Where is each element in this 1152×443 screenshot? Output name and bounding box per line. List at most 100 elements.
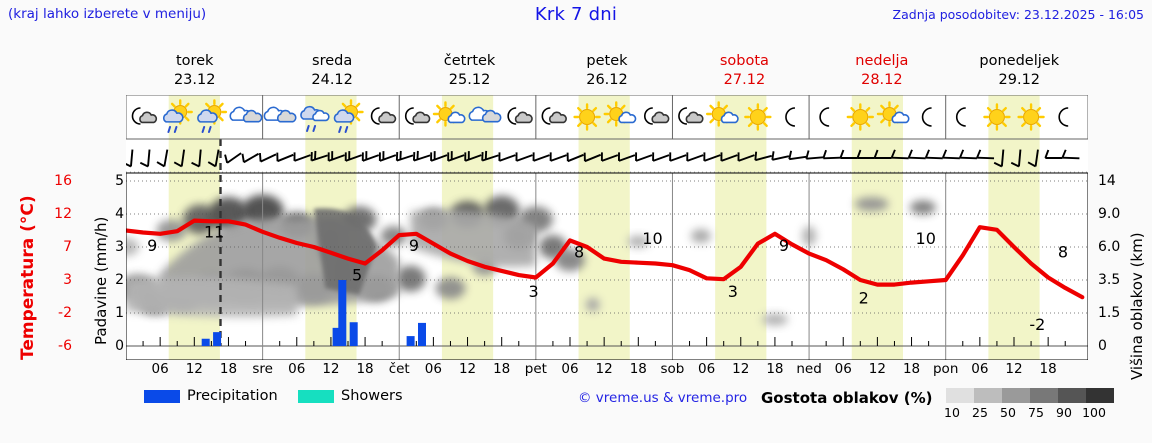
cloud-blob: [585, 297, 600, 312]
wind-barb: [481, 150, 499, 162]
daylight-band: [715, 95, 767, 360]
day-name: nedelja: [855, 53, 909, 69]
wind-barb: [464, 151, 482, 162]
tick-label: 5: [115, 173, 124, 189]
wind-barb: [873, 149, 892, 159]
temperature-label: 3: [728, 282, 738, 301]
wind-barb: [224, 152, 242, 164]
cloud-density-tick: 25: [972, 405, 988, 420]
wind-barb: [600, 152, 619, 162]
cloud-density-tick: 10: [944, 405, 960, 420]
tick-label: 9.0: [1098, 206, 1121, 222]
temperature-label: 9: [779, 236, 789, 255]
cloud-density-swatch: [974, 388, 1002, 403]
cloud-density-scale-labels: 10 25 50 75 90 100: [938, 405, 1110, 420]
cloud-rain-icon: [300, 105, 330, 132]
cloud-band: [313, 208, 377, 295]
moon-cloud-icon: [644, 107, 670, 125]
tick-label: 2: [115, 272, 124, 288]
cloud-density-tick: 100: [1082, 405, 1106, 420]
wind-barb: [276, 152, 294, 163]
wind-barb: [207, 149, 220, 168]
day-name: ponedeljek: [979, 53, 1060, 69]
cloud-blob: [761, 313, 788, 326]
wind-barb: [126, 149, 134, 168]
sun-icon: [1017, 103, 1045, 131]
moon-cloud-icon: [131, 107, 158, 125]
x-tick-ned: ned: [796, 361, 822, 377]
cloud-blob: [555, 249, 585, 272]
cloud-density-tick: 75: [1028, 405, 1044, 420]
sun-icon: [573, 103, 601, 131]
wind-barb: [959, 149, 977, 160]
temperature-label: 9: [409, 236, 419, 255]
day-date: 23.12: [173, 72, 216, 88]
meteogram-chart: 9 11 5 9 3 8 3 9 10 2 10 -2 8: [126, 95, 1088, 360]
x-tick-18: 18: [493, 361, 511, 377]
x-tick-06: 06: [424, 361, 442, 377]
temperature-label: 5: [352, 266, 362, 285]
wind-barb: [361, 151, 380, 162]
x-tick-sre: sre: [252, 361, 273, 377]
day-header-sreda: sreda 24.12: [263, 52, 400, 90]
x-tick-12: 12: [458, 361, 477, 377]
cloud-blob: [909, 200, 936, 215]
wind-barb: [1061, 149, 1080, 160]
x-tick-pet: pet: [524, 361, 547, 377]
wind-barb: [669, 152, 687, 162]
tick-label: 3.5: [1098, 272, 1121, 288]
wind-barb: [1044, 149, 1063, 159]
moon-cloud-icon: [541, 107, 567, 125]
precipitation-bars: [201, 280, 426, 346]
cloud-density-layer: [126, 194, 936, 326]
moon-icon: [921, 107, 932, 127]
x-tick-18: 18: [219, 361, 238, 377]
x-tick-06: 06: [288, 361, 306, 377]
wind-barb: [976, 149, 995, 160]
x-tick-06: 06: [971, 361, 989, 377]
daylight-band: [851, 95, 903, 360]
x-tick-pon: pon: [932, 361, 959, 377]
wind-barb: [430, 151, 448, 162]
wind-barb: [720, 152, 738, 162]
wind-barb: [1010, 149, 1022, 168]
cloud-density-swatch: [1030, 388, 1058, 403]
temperature-tick-labels: 16 12 7 3 -2 -6: [28, 0, 72, 443]
cloud-icon: [263, 106, 297, 123]
temperature-label: 2: [859, 289, 869, 308]
day-name: torek: [175, 53, 214, 69]
temperature-label: 9: [147, 236, 157, 255]
precipitation-bar: [201, 338, 210, 346]
x-tick-12: 12: [1005, 361, 1023, 377]
sun-cloud-icon: [603, 101, 637, 127]
precipitation-bar: [418, 322, 426, 346]
wind-barb: [652, 152, 670, 162]
wind-barb: [924, 149, 943, 160]
day-header-ponedeljek: ponedeljek 29.12: [951, 52, 1088, 90]
cloud-density-title: Gostota oblakov (%): [761, 389, 933, 407]
day-header-torek: torek 23.12: [126, 52, 263, 90]
wind-barb: [139, 149, 151, 168]
showers-swatch: [298, 389, 334, 403]
cloud-density-swatch: [1086, 388, 1114, 403]
cloud-density-scale: [946, 388, 1114, 403]
wind-barb: [412, 150, 431, 162]
legend-precipitation-label: Precipitation: [187, 388, 278, 404]
wind-barb: [532, 152, 550, 162]
temperature-label: -2: [1029, 315, 1045, 334]
wind-barb: [788, 150, 807, 161]
wind-barb: [191, 149, 202, 168]
precipitation-swatch: [144, 389, 180, 403]
cloud-band: [410, 210, 536, 267]
wind-barb: [754, 151, 772, 162]
tick-label: 3: [115, 239, 124, 255]
copyright-link[interactable]: © vreme.us & vreme.pro: [578, 390, 748, 406]
x-tick-12: 12: [322, 361, 340, 377]
tick-label: 3: [63, 272, 72, 288]
wind-barb: [327, 151, 345, 162]
precipitation-bar: [338, 280, 347, 346]
precipitation-bar: [406, 336, 415, 346]
tick-label: -2: [58, 305, 72, 321]
tick-label: 16: [54, 173, 72, 189]
wind-barb: [856, 149, 875, 159]
